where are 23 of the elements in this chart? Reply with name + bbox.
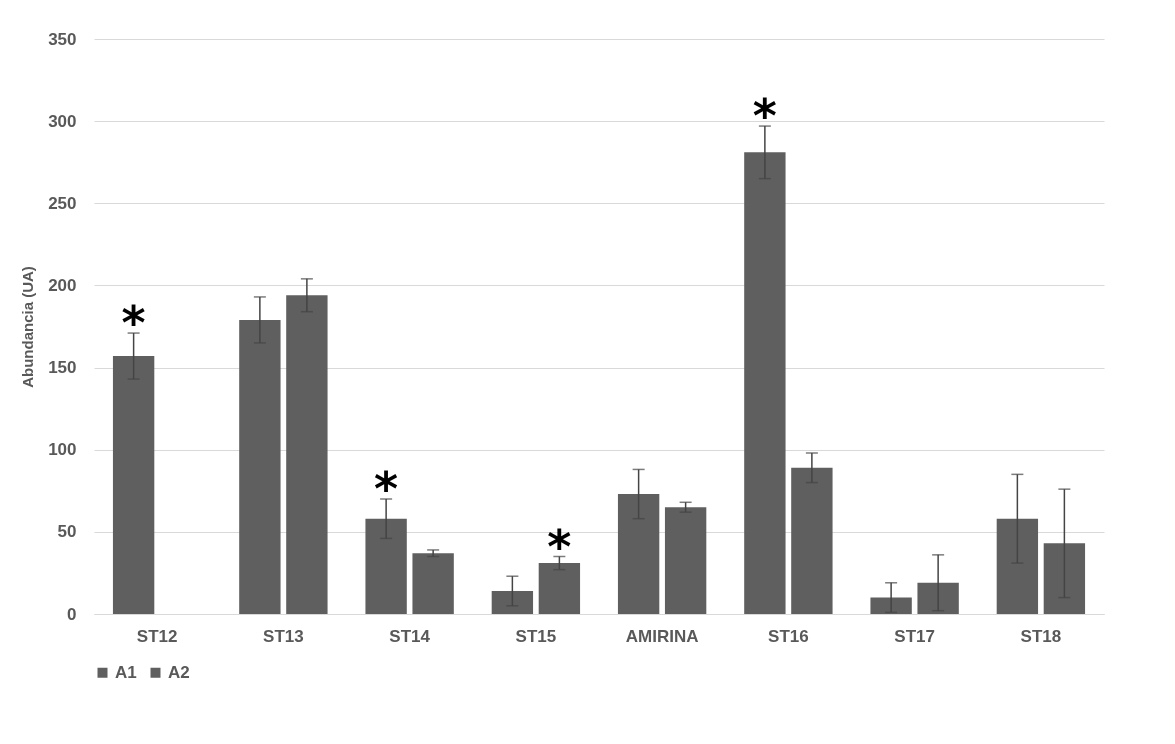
- x-tick-label: ST14: [389, 626, 431, 646]
- annotation: *: [547, 519, 572, 574]
- x-tick-label: AMIRINA: [625, 626, 699, 646]
- x-tick-label: ST15: [515, 626, 557, 646]
- annotation: *: [121, 296, 146, 351]
- y-axis-title: Abundancia (UA): [19, 266, 37, 388]
- legend-label: A1: [115, 662, 137, 682]
- annotation: *: [752, 89, 777, 144]
- x-tick-label: ST17: [894, 626, 935, 646]
- y-tick-label: 0: [67, 604, 77, 624]
- x-tick-label: ST16: [768, 626, 809, 646]
- x-tick-label: ST18: [1020, 626, 1062, 646]
- y-tick-label: 300: [48, 111, 77, 131]
- x-tick-label: ST12: [136, 626, 178, 646]
- y-tick-label: 100: [48, 440, 77, 460]
- y-tick-label: 50: [57, 522, 77, 542]
- legend-label: A2: [168, 662, 190, 682]
- annotation: *: [374, 462, 399, 516]
- y-tick-label: 350: [48, 29, 77, 49]
- y-tick-label: 200: [48, 275, 77, 295]
- y-tick-label: 150: [48, 358, 77, 378]
- y-tick-label: 250: [48, 193, 77, 213]
- x-tick-label: ST13: [263, 626, 304, 646]
